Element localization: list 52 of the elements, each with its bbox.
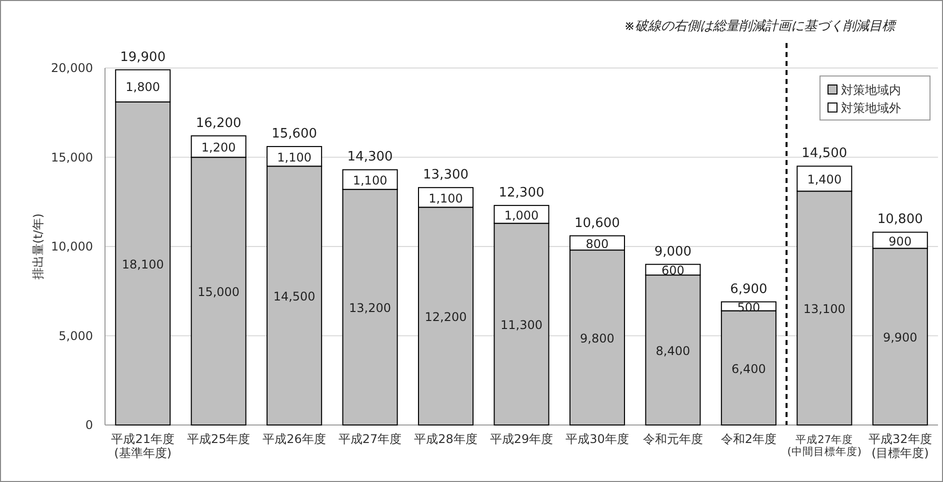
data-label: 18,100 xyxy=(122,257,164,272)
data-label: 1,100 xyxy=(428,191,463,206)
data-label: 11,300 xyxy=(500,318,542,332)
data-label: 1,400 xyxy=(807,172,842,187)
total-label: 15,600 xyxy=(272,126,318,142)
total-label: 16,200 xyxy=(196,116,242,131)
data-label: 1,100 xyxy=(352,174,388,188)
data-label: 9,800 xyxy=(580,332,614,346)
total-label: 10,800 xyxy=(877,212,923,228)
total-label: 10,600 xyxy=(574,216,620,231)
data-label: 6,400 xyxy=(732,362,766,376)
text: ※破線の右側は総量削減計画に基づく削減目標 xyxy=(624,19,897,34)
data-label: 13,200 xyxy=(349,301,392,316)
total-label: 13,300 xyxy=(423,168,469,183)
x-tick-label: 平成27年度 (中間目標年度) xyxy=(787,433,862,458)
y-tick-label: 20,000 xyxy=(51,61,93,75)
data-label: 14,500 xyxy=(273,290,316,304)
x-tick-label: 平成27年度 xyxy=(338,432,402,446)
x-tick-label: 平成26年度 xyxy=(262,432,326,446)
total-label: 12,300 xyxy=(498,185,544,200)
data-label: 1,800 xyxy=(126,80,160,94)
data-label: 1,100 xyxy=(277,150,312,164)
x-tick-label: 平成21年度 (基準年度) xyxy=(111,432,175,460)
data-label: 1,200 xyxy=(201,140,236,155)
data-label: 600 xyxy=(662,264,684,278)
data-label: 13,100 xyxy=(803,302,846,316)
total-label: 19,900 xyxy=(120,50,166,65)
y-tick-label: 10,000 xyxy=(51,240,93,254)
total-label: 14,300 xyxy=(347,150,393,165)
y-tick-label: 15,000 xyxy=(51,150,93,164)
data-label: 800 xyxy=(586,236,609,251)
total-label: 14,500 xyxy=(802,146,848,162)
x-tick-label: 平成32年度 (目標年度) xyxy=(868,432,932,460)
x-tick-label: 平成25年度 xyxy=(186,432,250,446)
data-label: 1,000 xyxy=(504,208,539,222)
y-axis-title: 排出量(t/年) xyxy=(31,213,45,280)
data-label: 15,000 xyxy=(198,285,240,300)
total-label: 6,900 xyxy=(730,282,768,297)
x-tick-label: 令和元年度 xyxy=(642,432,703,446)
x-tick-label: 平成29年度 xyxy=(490,432,554,446)
x-tick-label: 平成28年度 xyxy=(414,432,478,446)
total-label: 9,000 xyxy=(654,244,692,260)
data-label: 12,200 xyxy=(424,310,467,324)
x-tick-label: 平成30年度 xyxy=(566,432,629,446)
data-label: 900 xyxy=(888,234,912,248)
legend-label: 対策地域外 xyxy=(841,101,901,115)
data-label: 9,900 xyxy=(882,330,918,345)
x-tick-label: 令和2年度 xyxy=(720,432,776,446)
legend-label: 対策地域内 xyxy=(841,83,901,97)
data-label: 8,400 xyxy=(656,344,690,358)
y-tick-label: 5,000 xyxy=(58,328,93,343)
y-tick-label: 0 xyxy=(85,418,93,432)
